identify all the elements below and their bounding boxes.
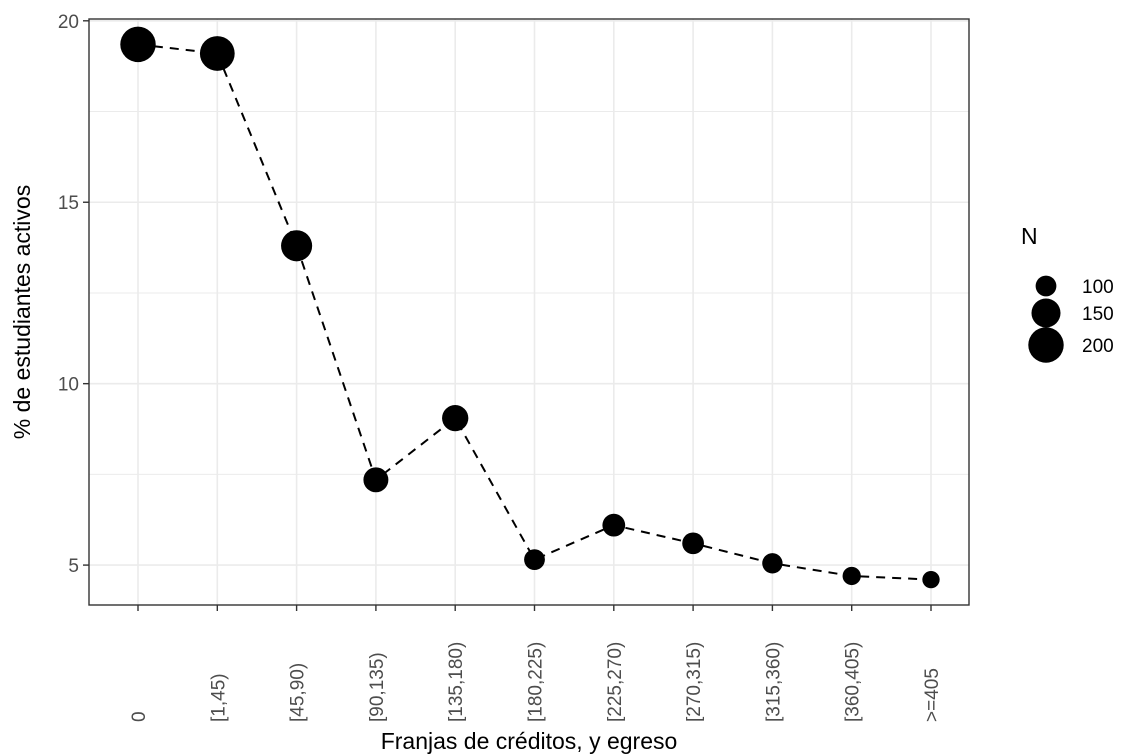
x-tick-label: [90,135): [367, 652, 388, 722]
legend-key: [1035, 275, 1057, 297]
x-axis-title: Franjas de créditos, y egreso: [381, 728, 678, 754]
x-tick-label: [225,270): [605, 642, 626, 722]
y-axis: 5 10 15 20: [58, 12, 89, 577]
x-tick-label: [180,225): [526, 642, 547, 722]
data-point: [682, 532, 704, 555]
legend: N 100 150 200: [1021, 223, 1114, 363]
y-tick-label: 5: [68, 556, 79, 577]
x-tick-label: [360,405): [843, 642, 864, 722]
x-tick-label: 0: [129, 711, 150, 722]
legend-label: 100: [1082, 277, 1114, 298]
x-tick-label: [135,180): [446, 642, 467, 722]
x-tick-label: [270,315): [684, 642, 705, 722]
data-point: [120, 26, 156, 63]
legend-title: N: [1021, 223, 1038, 249]
data-point: [922, 570, 940, 589]
data-point: [842, 566, 861, 586]
data-point: [762, 553, 783, 574]
data-point: [602, 513, 626, 537]
legend-label: 150: [1082, 304, 1114, 325]
data-point: [199, 36, 235, 71]
legend-label: 200: [1082, 336, 1114, 357]
x-tick-label: [315,360): [763, 642, 784, 722]
data-point: [442, 404, 469, 432]
data-point: [281, 230, 313, 262]
y-tick-label: 20: [58, 12, 79, 33]
data-point: [524, 549, 545, 571]
legend-key: [1028, 327, 1064, 363]
x-tick-label: [45,90): [288, 663, 309, 722]
connector-line: [137, 43, 932, 581]
panel-border: [88, 18, 970, 606]
y-axis-title: % de estudiantes activos: [9, 185, 35, 439]
legend-key: [1031, 298, 1061, 328]
connector-polyline: [137, 43, 932, 581]
data-point: [363, 467, 389, 493]
data-points: [120, 26, 940, 589]
x-axis: 0 [1,45) [45,90) [90,135) [135,180) [180,225)…: [129, 605, 943, 722]
x-tick-label: [1,45): [208, 673, 229, 722]
x-tick-label: >=405: [922, 668, 943, 722]
y-tick-label: 15: [58, 193, 79, 214]
grid: [89, 19, 969, 605]
y-tick-label: 10: [58, 375, 79, 396]
